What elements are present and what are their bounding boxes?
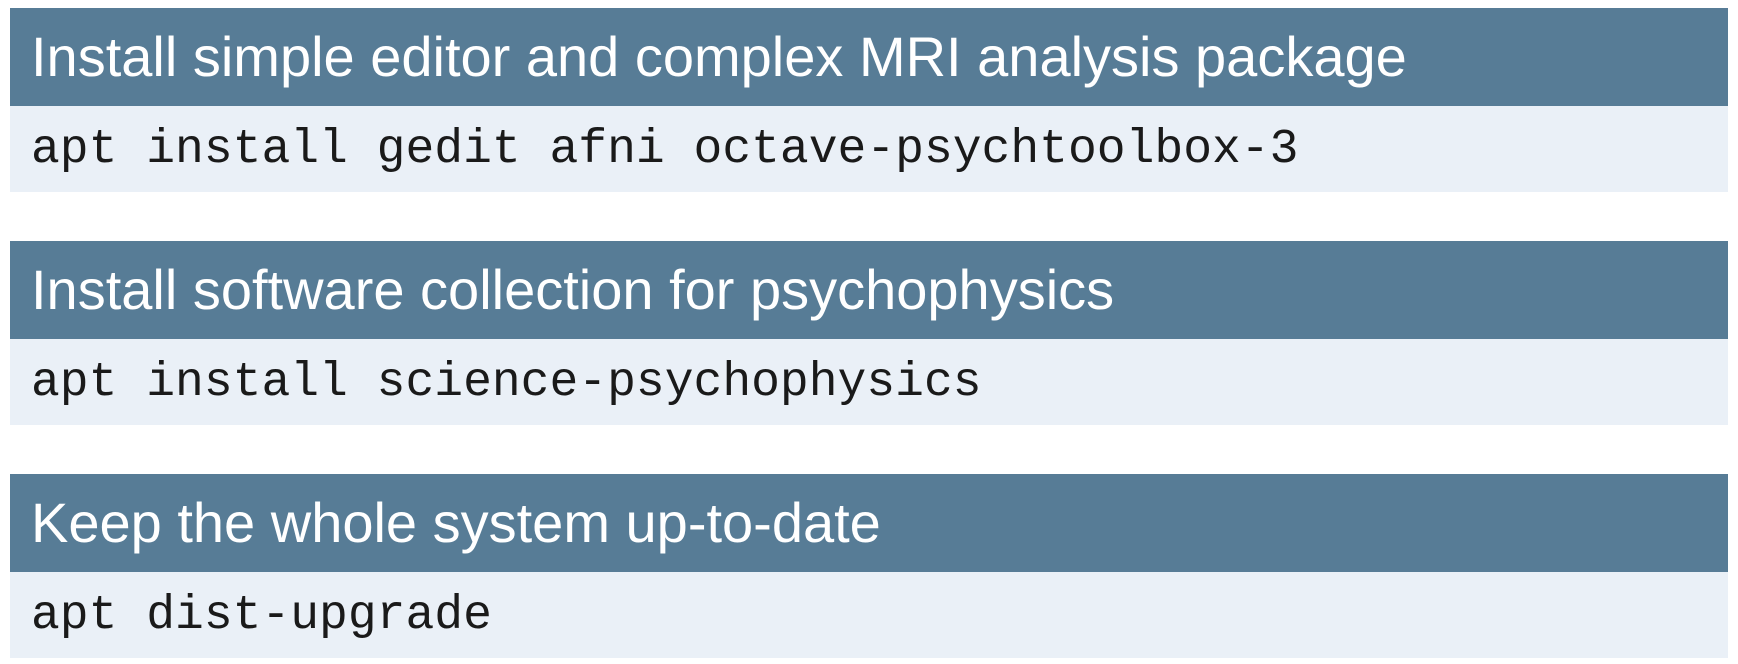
- block-title: Install simple editor and complex MRI an…: [10, 8, 1728, 106]
- command-line: apt install science-psychophysics: [10, 339, 1728, 425]
- block-title: Keep the whole system up-to-date: [10, 474, 1728, 572]
- command-line: apt install gedit afni octave-psychtoolb…: [10, 106, 1728, 192]
- system-upgrade-block: Keep the whole system up-to-date apt dis…: [10, 474, 1728, 658]
- install-psychophysics-block: Install software collection for psychoph…: [10, 241, 1728, 425]
- block-title: Install software collection for psychoph…: [10, 241, 1728, 339]
- install-mri-block: Install simple editor and complex MRI an…: [10, 8, 1728, 192]
- command-line: apt dist-upgrade: [10, 572, 1728, 658]
